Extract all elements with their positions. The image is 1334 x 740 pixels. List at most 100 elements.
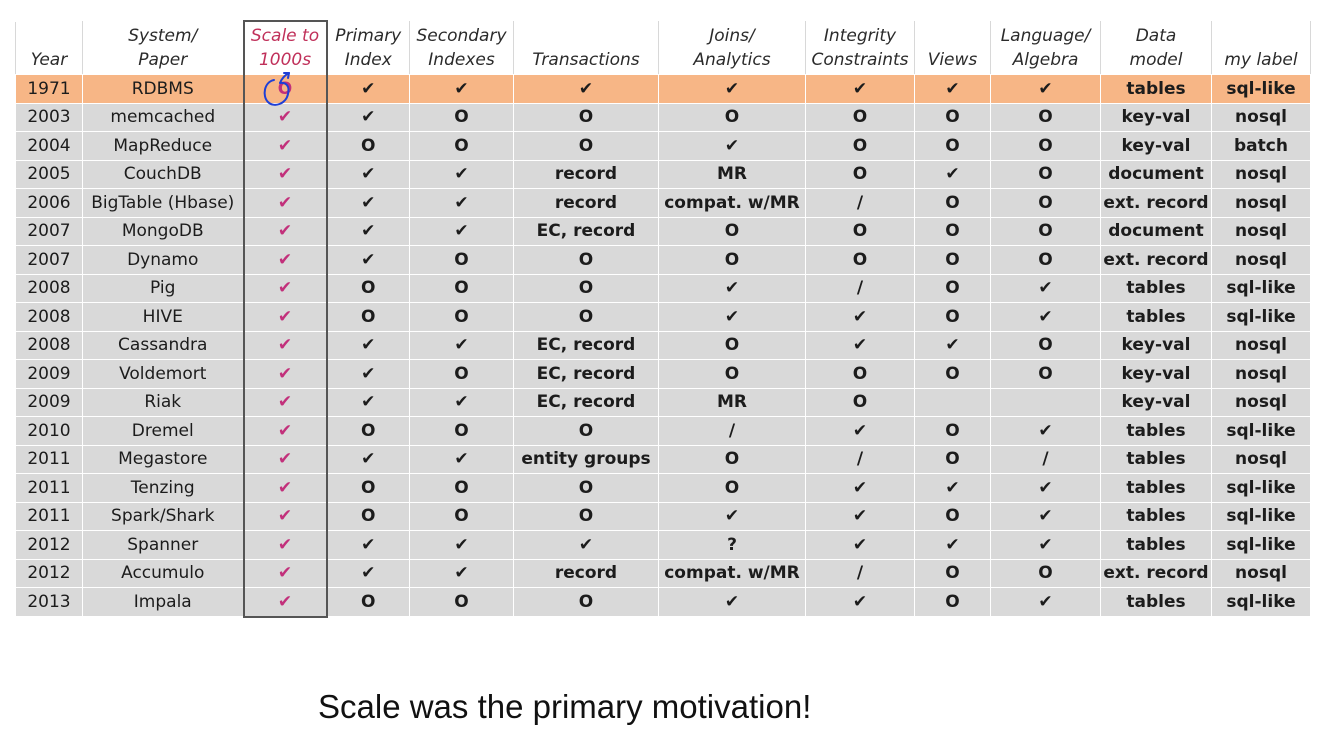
cell-joins: ✔ [658,302,806,332]
cell-datamodel: tables [1100,501,1212,531]
cell-datamodel: tables [1100,444,1212,474]
cell-label: nosql [1211,159,1311,189]
cell-integrity: / [805,188,915,218]
cell-datamodel: ext. record [1100,558,1212,588]
cell-system: Dynamo [82,245,244,275]
cell-views: O [914,302,991,332]
cell-year: 2008 [15,330,83,360]
cell-datamodel: tables [1100,416,1212,446]
cell-secondary: ✔ [409,74,514,104]
cell-transactions: entity groups [513,444,659,474]
cell-views: O [914,273,991,303]
header-secondary: Secondary Indexes [409,20,514,75]
cell-label: nosql [1211,188,1311,218]
cell-system: memcached [82,102,244,132]
cell-datamodel: key-val [1100,387,1212,417]
cell-label: sql-like [1211,273,1311,303]
cell-secondary: ✔ [409,330,514,360]
cell-transactions: O [513,416,659,446]
cell-year: 2003 [15,102,83,132]
cell-system: MongoDB [82,216,244,246]
cell-transactions: record [513,188,659,218]
cell-label: sql-like [1211,74,1311,104]
cell-scale: ✔ [242,273,328,303]
cell-year: 2012 [15,530,83,560]
cell-label: sql-like [1211,587,1311,617]
cell-language: O [990,245,1101,275]
cell-views: ✔ [914,330,991,360]
cell-views: O [914,216,991,246]
cell-joins: MR [658,387,806,417]
header-label-line2: my label [1224,50,1298,70]
cell-scale: ✔ [242,245,328,275]
cell-transactions: O [513,473,659,503]
cell-primary: ✔ [326,387,410,417]
cell-system: Accumulo [82,558,244,588]
cell-system: Spanner [82,530,244,560]
cell-joins: compat. w/MR [658,188,806,218]
cell-integrity: ✔ [805,330,915,360]
cell-joins: ✔ [658,131,806,161]
cell-views: O [914,558,991,588]
cell-transactions: O [513,131,659,161]
cell-label: nosql [1211,387,1311,417]
cell-system: BigTable (Hbase) [82,188,244,218]
header-datamodel-line2: model [1129,50,1183,70]
header-system: System/Paper [82,20,244,75]
header-primary-line2: Index [344,50,392,70]
cell-year: 2005 [15,159,83,189]
cell-primary: ✔ [326,74,410,104]
cell-label: nosql [1211,444,1311,474]
cell-integrity: / [805,558,915,588]
header-system-line2: Paper [138,50,188,70]
cell-joins: O [658,330,806,360]
cell-transactions: ✔ [513,530,659,560]
cell-transactions: O [513,102,659,132]
cell-scale: O [242,74,328,104]
cell-integrity: O [805,387,915,417]
cell-language: ✔ [990,473,1101,503]
cell-datamodel: tables [1100,74,1212,104]
cell-primary: ✔ [326,102,410,132]
cell-joins: O [658,216,806,246]
cell-joins: MR [658,159,806,189]
cell-system: Tenzing [82,473,244,503]
header-views-line2: Views [927,50,978,70]
header-secondary-line1: Secondary [416,26,507,46]
cell-scale: ✔ [242,387,328,417]
table-row: 2011 Megastore ✔ ✔ ✔ entity groups O / O / tables n… [15,444,1311,474]
cell-language: ✔ [990,416,1101,446]
header-primary-line1: Primary [335,26,402,46]
cell-views: O [914,587,991,617]
table-row: 2012 Spanner ✔ ✔ ✔ ✔? ✔ ✔ ✔ tables sql-like [15,530,1311,560]
cell-primary: O [326,273,410,303]
cell-secondary: O [409,273,514,303]
cell-transactions: O [513,302,659,332]
cell-system: MapReduce [82,131,244,161]
cell-year: 2009 [15,387,83,417]
cell-language: O [990,131,1101,161]
table-row: 2010 Dremel ✔ O O O / ✔ O ✔ tables sql-like [15,416,1311,446]
cell-language: O [990,330,1101,360]
cell-language: O [990,159,1101,189]
cell-secondary: O [409,302,514,332]
cell-views: O [914,245,991,275]
cell-views: O [914,102,991,132]
cell-scale: ✔ [242,216,328,246]
header-transactions-line2: Transactions [532,50,640,70]
cell-views: O [914,131,991,161]
cell-scale: ✔ [242,359,328,389]
cell-views [914,387,991,417]
cell-year: 2009 [15,359,83,389]
cell-datamodel: ext. record [1100,245,1212,275]
cell-language: ✔ [990,74,1101,104]
cell-language: ✔ [990,501,1101,531]
cell-secondary: ✔ [409,530,514,560]
cell-integrity: O [805,159,915,189]
cell-joins: / [658,416,806,446]
cell-scale: ✔ [242,558,328,588]
cell-system: Impala [82,587,244,617]
cell-secondary: O [409,587,514,617]
